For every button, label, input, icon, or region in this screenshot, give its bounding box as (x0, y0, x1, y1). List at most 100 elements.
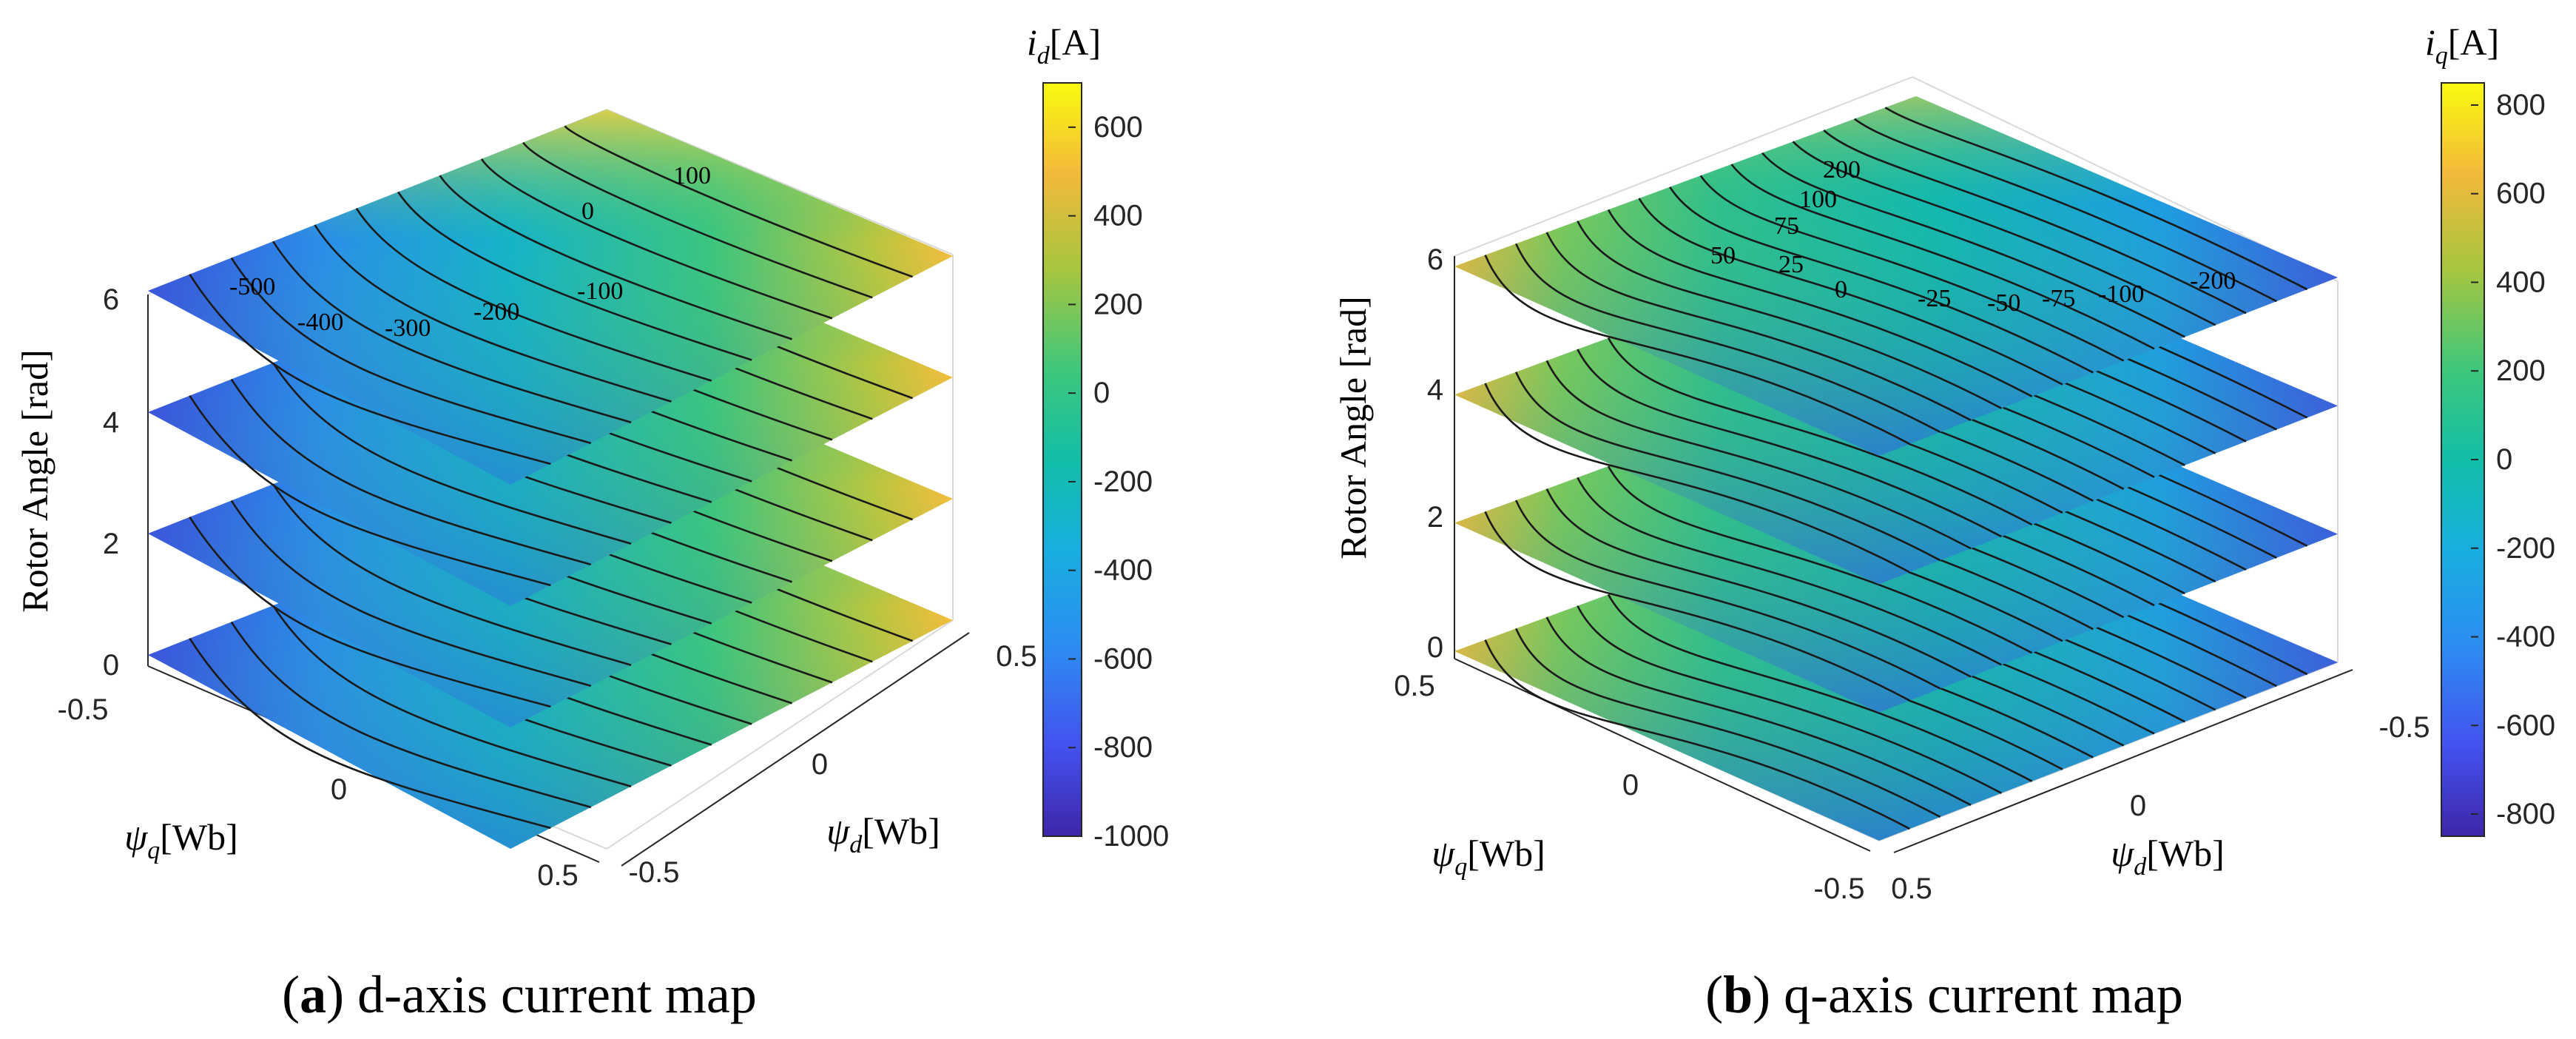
panel-a-colorbar-title: id[A] (1027, 21, 1101, 70)
panel-b-contour-label: -25 (1918, 285, 1951, 312)
panel-b-psid-tick: 0 (2130, 790, 2146, 822)
panel-b-psiq-label: ψq[Wb] (1432, 833, 1545, 881)
panel-b-psiq-tick: 0 (1622, 769, 1639, 801)
panel-b-contour-label: 100 (1799, 186, 1837, 213)
panel-b-colorbar: iq[A] 800 600 400 200 0 -200 -400 -600 -800 (2425, 21, 2555, 837)
panel-a-slices (148, 110, 953, 849)
contour-line (480, 158, 833, 320)
contour-line (1669, 186, 2094, 374)
surface-slice (148, 110, 953, 485)
colorbar-tick-label: -600 (2496, 709, 2555, 742)
contour-line (272, 241, 632, 423)
surface-slice-shade (148, 110, 953, 485)
panel-b-z-ticks: 0 2 4 6 (1427, 243, 1443, 664)
panel-b-z-label: Rotor Angle [rad] (1332, 296, 1374, 559)
panel-b-contour-label: 25 (1778, 251, 1804, 278)
colorbar-tick-label: 400 (2496, 266, 2546, 298)
contour-line (1515, 500, 1941, 690)
contour-line (355, 207, 712, 382)
panel-a-contour-label: -500 (229, 273, 275, 300)
contour-line (189, 638, 551, 830)
panel-a-contour-labels: -500 -400 -300 -200 -100 0 100 (229, 162, 711, 342)
contour-line (1607, 337, 2033, 526)
colorbar-tick-label: -1000 (1093, 820, 1169, 853)
contour-line (1854, 118, 2277, 303)
panel-a-psid-tick: 0 (812, 748, 828, 781)
panel-b-contour-label: -75 (2042, 285, 2075, 312)
panel-b-contour-label: -100 (2098, 280, 2144, 308)
colorbar-tick-label: -200 (2496, 532, 2555, 565)
contour-line (1577, 477, 2002, 666)
panel-a-z-tick: 6 (103, 283, 119, 316)
panel-a-psid-tick: -0.5 (629, 856, 680, 889)
panel-b-contour-label: -200 (2190, 267, 2236, 295)
panel-b-z-tick: 4 (1427, 374, 1443, 406)
panel-b-z-tick: 0 (1427, 631, 1443, 664)
contour-line (1607, 209, 2033, 397)
contour-line (1545, 488, 1972, 678)
panel-a-contour-label: -100 (577, 278, 623, 305)
panel-a-z-tick: 2 (103, 528, 119, 560)
contour-line (1484, 383, 1910, 574)
panel-b-contour-label: 200 (1823, 156, 1861, 184)
contour-line (1484, 511, 1910, 702)
panel-a: -500 -400 -300 -200 -100 0 100 0 2 4 6 R… (14, 21, 1169, 1024)
contour-line (439, 175, 792, 340)
contour-line (230, 257, 592, 445)
panel-b-psid-tick: 0.5 (1891, 872, 1932, 905)
contour-line (189, 395, 551, 587)
contour-line (1577, 349, 2002, 538)
contour-line (564, 125, 914, 278)
colorbar-tick-label: 400 (1093, 200, 1143, 232)
panel-a-colorbar: id[A] 600 400 200 0 -200 -400 -600 -800 -1000 (1027, 21, 1169, 853)
panel-a-psiq-tick: -0.5 (58, 693, 109, 726)
contour-line (1545, 616, 1972, 806)
contour-line (1545, 232, 1972, 421)
panel-b-psid-label: ψd[Wb] (2111, 833, 2225, 881)
panel-a-z-tick: 4 (103, 406, 119, 439)
panel-b-contour-label: -50 (1987, 289, 2020, 317)
contour-line (522, 141, 873, 299)
panel-a-contour-label: -300 (385, 315, 431, 342)
contour-line (1792, 141, 2216, 326)
panel-a-z-tick: 0 (103, 649, 119, 682)
panel-b-psid-tick: -0.5 (2379, 711, 2430, 744)
colorbar-tick-label: 0 (1093, 377, 1110, 409)
surface-slice-shade (1454, 96, 2338, 456)
contour-line (1638, 198, 2063, 386)
panel-b-contour-label: 75 (1774, 212, 1799, 240)
colorbar-tick-label: 200 (2496, 354, 2546, 387)
contour-line (397, 191, 752, 361)
panel-b-psiq-ticks: 0.5 0 -0.5 (1394, 670, 1864, 905)
panel-a-psid-ticks: -0.5 0 0.5 (629, 640, 1037, 889)
contour-line (230, 500, 592, 687)
colorbar-tick-label: 200 (1093, 288, 1143, 320)
contour-line (1607, 594, 2033, 782)
panel-b-slices (1454, 96, 2338, 841)
panel-b-contour-labels: 200 100 75 50 25 0 -25 -50 -75 -100 -200 (1710, 156, 2236, 317)
colorbar-tick-label: 0 (2496, 443, 2512, 476)
panel-b-caption: (b) q-axis current map (1705, 965, 2183, 1024)
panel-a-psiq-ticks: -0.5 0 0.5 (58, 693, 579, 892)
contour-line (1577, 221, 2002, 409)
colorbar-tick-label: -200 (1093, 465, 1153, 498)
panel-b-psid-ticks: 0.5 0 -0.5 (1891, 711, 2430, 905)
panel-a-psiq-label: ψq[Wb] (124, 816, 238, 864)
contour-line (1545, 360, 1972, 550)
panel-a-z-label: Rotor Angle [rad] (14, 349, 55, 612)
panel-a-contour-label: 0 (581, 198, 594, 225)
colorbar-tick-label: -800 (2496, 798, 2555, 830)
colorbar-tick-label: -800 (1093, 731, 1153, 764)
panel-b-z-tick: 2 (1427, 501, 1443, 534)
contour-line (1484, 639, 1910, 830)
contour-line (1515, 243, 1941, 434)
panel-b-contour-label: 50 (1710, 242, 1736, 269)
contour-line (1577, 605, 2002, 794)
contour-line (1730, 164, 2155, 350)
contour-line (1823, 130, 2247, 315)
contour-line (1761, 152, 2185, 338)
contour-line (1884, 107, 2308, 291)
contour-line (272, 605, 632, 787)
colorbar-tick-label: -400 (1093, 554, 1153, 587)
